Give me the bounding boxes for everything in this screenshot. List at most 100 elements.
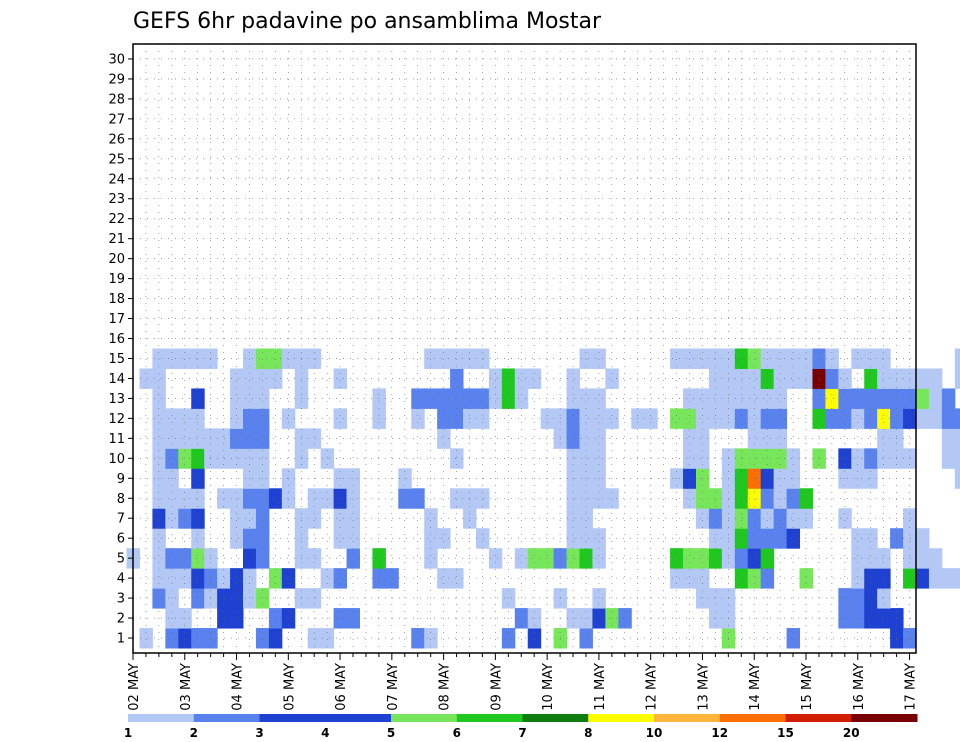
heatmap-cell	[605, 368, 619, 389]
colorbar-label: 1	[124, 726, 132, 740]
heatmap-cell	[773, 388, 788, 409]
colorbar-swatch	[785, 714, 852, 722]
heatmap-cell	[760, 488, 775, 509]
heatmap-cell	[346, 508, 360, 529]
y-tick-label: 10	[108, 452, 125, 467]
heatmap-cell	[954, 448, 960, 469]
heatmap-cell	[281, 488, 296, 509]
colorbar-label: 15	[777, 726, 794, 740]
heatmap-cell	[243, 548, 257, 569]
heatmap-cell	[760, 368, 775, 389]
heatmap-cell	[540, 408, 555, 429]
heatmap-cell	[255, 508, 270, 529]
heatmap-cell	[592, 448, 606, 469]
x-tick-label: 09 MAY	[489, 663, 504, 711]
heatmap-cell	[695, 488, 710, 509]
heatmap-cell	[825, 408, 839, 429]
colorbar-swatch	[193, 714, 260, 722]
y-tick-label: 25	[108, 152, 125, 167]
heatmap-cell	[191, 628, 205, 649]
heatmap-cell	[191, 488, 205, 509]
heatmap-cell	[579, 428, 593, 449]
y-tick-label: 13	[108, 392, 125, 407]
heatmap-cell	[644, 408, 658, 429]
heatmap-cell	[255, 408, 270, 429]
heatmap-cell	[734, 568, 749, 589]
heatmap-cell	[333, 488, 348, 509]
y-tick-label: 9	[117, 472, 125, 487]
heatmap-cell	[954, 348, 960, 369]
colorbar-label: 10	[646, 726, 663, 740]
heatmap-cell	[734, 348, 749, 369]
heatmap-cell	[579, 628, 593, 649]
heatmap-cell	[760, 568, 775, 589]
heatmap-cell	[450, 388, 464, 409]
heatmap-cell	[450, 568, 464, 589]
heatmap-cell	[786, 348, 801, 369]
heatmap-cell	[760, 548, 775, 569]
colorbar-swatch	[522, 714, 589, 722]
heatmap-cell	[437, 408, 451, 429]
x-axis-ticks: 02 MAY 03 MAY 04 MAY 05 MAY 06 MAY 07 MAY 08 M…	[127, 653, 919, 711]
heatmap-cell	[592, 488, 606, 509]
heatmap-cell	[825, 368, 839, 389]
heatmap-cell	[424, 388, 438, 409]
x-tick-label: 12 MAY	[645, 663, 660, 711]
heatmap-cell	[488, 548, 503, 569]
heatmap-cell	[191, 568, 205, 589]
heatmap-cell	[268, 348, 283, 369]
heatmap-cell	[903, 528, 917, 549]
colorbar-swatch	[456, 714, 523, 722]
heatmap-cell	[165, 448, 179, 469]
heatmap-cell	[734, 368, 749, 389]
heatmap-cell	[514, 368, 529, 389]
x-tick-label: 06 MAY	[334, 663, 349, 711]
heatmap-cell	[281, 568, 296, 589]
heatmap-cell	[928, 548, 943, 569]
heatmap-cell	[695, 428, 710, 449]
heatmap-cell	[747, 548, 762, 569]
heatmap-cell	[579, 348, 593, 369]
heatmap-cell	[708, 488, 723, 509]
y-tick-label: 23	[108, 192, 125, 207]
heatmap-cell	[268, 368, 283, 389]
heatmap-cell	[191, 448, 205, 469]
heatmap-cell	[152, 508, 166, 529]
heatmap-cell	[773, 348, 788, 369]
x-tick-label: 03 MAY	[179, 663, 194, 711]
heatmap-cell	[152, 428, 166, 449]
heatmap-cell	[708, 528, 723, 549]
heatmap-cell	[708, 368, 723, 389]
heatmap-cell	[346, 528, 360, 549]
heatmap-cell	[903, 408, 917, 429]
y-tick-label: 19	[108, 272, 125, 287]
heatmap-cell	[683, 408, 697, 429]
y-tick-label: 21	[108, 232, 125, 247]
heatmap-cell	[683, 568, 697, 589]
colorbar-label: 8	[584, 726, 592, 740]
heatmap-cell	[592, 428, 606, 449]
heatmap-cell	[255, 488, 270, 509]
heatmap-cell	[838, 448, 852, 469]
heatmap-cell	[903, 628, 917, 649]
heatmap-cell	[372, 408, 386, 429]
y-tick-label: 7	[117, 512, 125, 527]
colorbar-swatch	[588, 714, 655, 722]
colorbar-label: 7	[518, 726, 526, 740]
heatmap-cell	[695, 388, 710, 409]
heatmap-cell	[799, 368, 813, 389]
heatmap-cell	[708, 588, 723, 609]
heatmap-cell	[437, 388, 451, 409]
heatmap-cell	[903, 548, 917, 569]
heatmap-cell	[255, 588, 270, 609]
heatmap-cell	[877, 568, 891, 589]
heatmap-cell	[592, 588, 606, 609]
heatmap-cell	[333, 508, 348, 529]
heatmap-cell	[566, 528, 581, 549]
heatmap-cell	[734, 388, 749, 409]
heatmap-cell	[243, 448, 257, 469]
heatmap-cell	[579, 448, 593, 469]
heatmap-cell	[411, 628, 425, 649]
heatmap-cell	[864, 588, 878, 609]
y-tick-label: 12	[108, 412, 125, 427]
